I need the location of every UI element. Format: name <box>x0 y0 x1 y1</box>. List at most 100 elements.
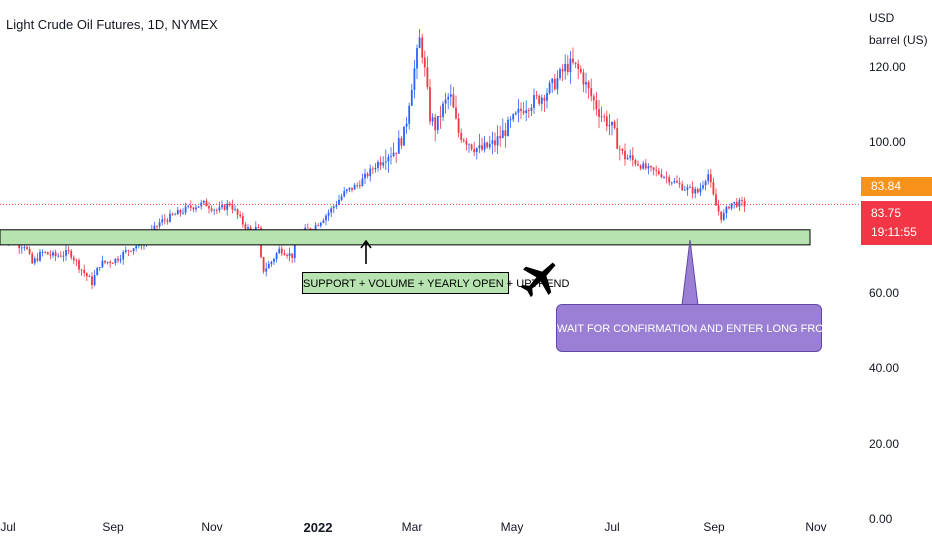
candle-body <box>569 58 572 73</box>
support-annotation[interactable]: SUPPORT + VOLUME + YEARLY OPEN + UPTREND <box>302 272 569 294</box>
candle-body <box>101 260 104 268</box>
candle-body <box>410 89 413 106</box>
candle-body <box>59 255 62 257</box>
last-price-tag: 83.75 19:11:55 <box>861 201 932 245</box>
candle-body <box>470 144 473 150</box>
candle-body <box>460 132 463 140</box>
candle-body <box>730 203 733 209</box>
candle-body <box>319 222 322 226</box>
candle-body <box>205 200 208 207</box>
candle-body <box>52 252 54 256</box>
candle-body <box>265 268 268 272</box>
candle-body <box>223 205 226 210</box>
candle-body <box>218 207 221 211</box>
candle-body <box>668 177 671 183</box>
candle-body <box>426 67 429 88</box>
candle-series <box>0 29 746 290</box>
candle-body <box>397 138 400 154</box>
candle-body <box>499 136 502 139</box>
candle-body <box>234 209 236 210</box>
candle-body <box>400 138 403 146</box>
candle-body <box>239 214 242 217</box>
candle-body <box>39 251 41 261</box>
candle-body <box>338 199 340 205</box>
candle-body <box>587 82 590 89</box>
candle-body <box>442 103 444 117</box>
x-tick-label: Nov <box>201 520 223 534</box>
candle-body <box>551 78 554 83</box>
support-zone[interactable] <box>0 229 811 246</box>
candle-body <box>49 254 52 256</box>
candle-body <box>655 170 658 171</box>
candle-body <box>31 253 34 264</box>
candle-body <box>514 112 517 115</box>
candle-body <box>57 255 60 257</box>
candle-body <box>431 117 434 122</box>
candle-body <box>525 110 528 114</box>
candle-body <box>70 250 73 258</box>
candle-body <box>358 185 361 187</box>
candle-body <box>621 149 624 151</box>
candle-body <box>608 125 611 127</box>
candle-body <box>132 248 135 252</box>
candle-body <box>374 167 377 170</box>
y-tick-label: 20.00 <box>869 436 900 451</box>
candle-body <box>720 211 723 220</box>
candle-body <box>540 97 543 104</box>
candle-body <box>709 174 712 183</box>
candle-body <box>660 173 663 178</box>
candle-body <box>629 155 632 158</box>
candle-body <box>481 145 483 150</box>
candle-body <box>548 82 551 93</box>
candle-body <box>439 115 442 117</box>
candle-body <box>283 253 286 255</box>
candle-body <box>387 156 390 162</box>
candle-body <box>23 247 26 248</box>
candle-body <box>491 140 494 144</box>
x-tick-label: Sep <box>703 520 725 534</box>
candle-body <box>309 228 312 231</box>
candle-body <box>637 164 639 166</box>
candle-body <box>176 209 179 215</box>
x-tick-label: Jul <box>604 520 620 534</box>
entry-callout[interactable]: WAIT FOR CONFIRMATION AND ENTER LONG FRO… <box>556 304 895 352</box>
candle-body <box>579 68 582 73</box>
candle-body <box>278 248 281 254</box>
candle-body <box>169 213 171 222</box>
candle-body <box>465 141 468 145</box>
candle-body <box>26 247 28 250</box>
candle-body <box>325 215 327 221</box>
candle-body <box>98 267 101 268</box>
candle-body <box>468 144 470 146</box>
candle-body <box>171 213 174 215</box>
candle-body <box>702 185 704 189</box>
candle-body <box>130 250 132 252</box>
candle-body <box>678 182 681 185</box>
candle-body <box>592 96 595 101</box>
candle-body <box>369 168 372 177</box>
candle-body <box>184 206 187 213</box>
candle-body <box>93 275 96 286</box>
candle-body <box>585 82 587 85</box>
candle-body <box>356 184 359 186</box>
candle-body <box>54 252 57 257</box>
candle-body <box>403 126 405 146</box>
candle-body <box>603 116 606 118</box>
candle-body <box>231 205 234 210</box>
candle-body <box>106 261 109 263</box>
candle-body <box>600 116 603 118</box>
candle-body <box>624 150 626 160</box>
candle-body <box>384 161 387 163</box>
candle-body <box>447 96 450 100</box>
candle-body <box>104 260 106 263</box>
candle-body <box>257 226 260 228</box>
candle-body <box>377 161 379 168</box>
candle-body <box>408 105 411 124</box>
candle-body <box>267 264 270 269</box>
candle-body <box>174 214 177 216</box>
candle-body <box>135 245 138 249</box>
candle-body <box>681 184 684 191</box>
candle-body <box>244 224 247 229</box>
candle-body <box>91 276 93 286</box>
